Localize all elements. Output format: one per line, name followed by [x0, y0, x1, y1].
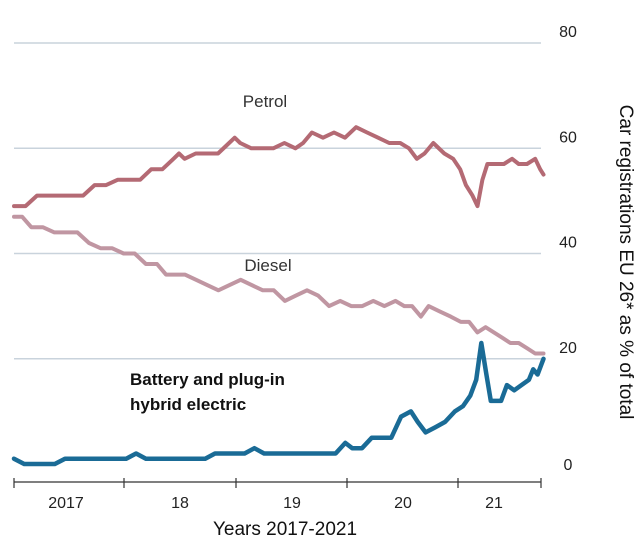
y-tick-80: 80: [559, 24, 577, 41]
series-line-diesel: [12, 214, 546, 356]
y-tick-0: 0: [564, 457, 573, 474]
x-label-18: 18: [171, 495, 189, 512]
x-label-2017: 2017: [48, 495, 84, 512]
y-axis-title: Car registrations EU 26* as % of total: [615, 105, 636, 420]
series-label-diesel: Diesel: [244, 256, 291, 275]
x-label-19: 19: [283, 495, 301, 512]
series-line-petrol: [12, 125, 546, 209]
series-label-electric-line-2: hybrid electric: [130, 395, 246, 414]
y-tick-labels: 0 20 40 60 80: [559, 24, 577, 474]
x-label-20: 20: [394, 495, 412, 512]
series-line-electric: [11, 340, 546, 467]
x-axis-title: Years 2017-2021: [213, 519, 357, 540]
x-label-21: 21: [485, 495, 503, 512]
x-tick-labels: 2017 18 19 20 21: [48, 495, 503, 512]
series-label-electric-line-1: Battery and plug-in: [130, 370, 285, 389]
grid-lines: [14, 42, 541, 360]
y-tick-20: 20: [559, 340, 577, 357]
y-tick-60: 60: [559, 129, 577, 146]
series-labels: Petrol Diesel Battery and plug-in hybrid el…: [130, 92, 292, 414]
y-tick-40: 40: [559, 235, 577, 252]
series-lines: [11, 125, 546, 467]
series-label-petrol: Petrol: [243, 92, 287, 111]
x-axis: [13, 478, 542, 488]
